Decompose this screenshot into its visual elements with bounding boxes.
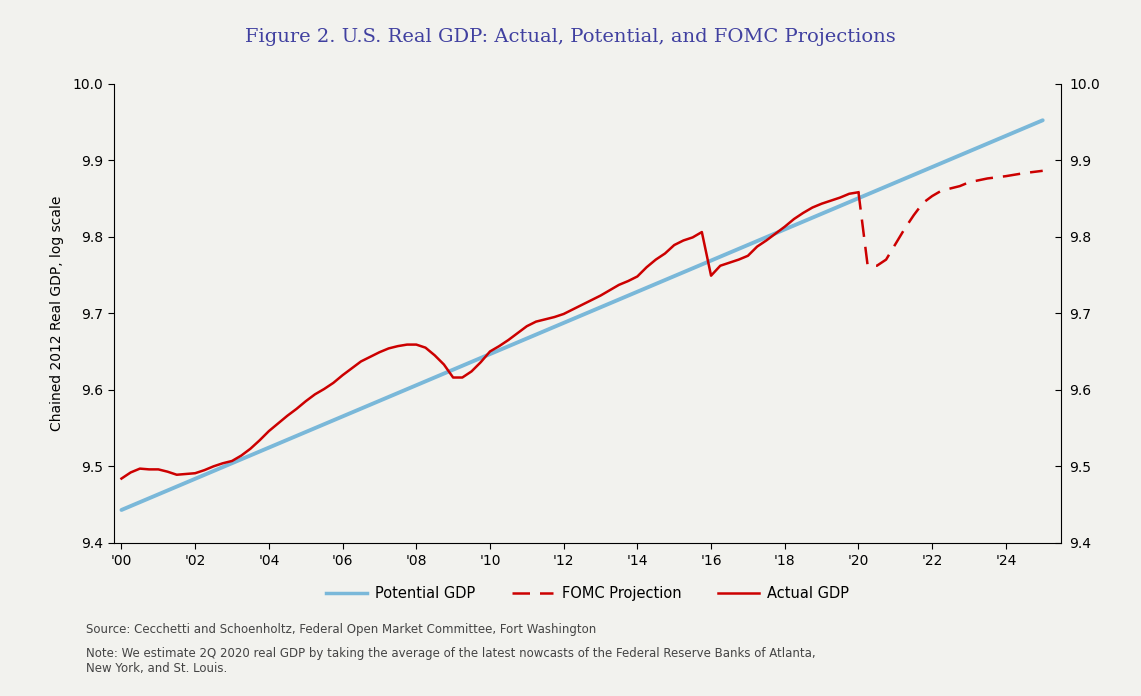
Y-axis label: Chained 2012 Real GDP, log scale: Chained 2012 Real GDP, log scale: [50, 196, 64, 431]
Text: Source: Cecchetti and Schoenholtz, Federal Open Market Committee, Fort Washingto: Source: Cecchetti and Schoenholtz, Feder…: [86, 623, 596, 636]
Legend: Potential GDP, FOMC Projection, Actual GDP: Potential GDP, FOMC Projection, Actual G…: [319, 580, 856, 607]
Text: Figure 2. U.S. Real GDP: Actual, Potential, and FOMC Projections: Figure 2. U.S. Real GDP: Actual, Potenti…: [245, 28, 896, 46]
Text: Note: We estimate 2Q 2020 real GDP by taking the average of the latest nowcasts : Note: We estimate 2Q 2020 real GDP by ta…: [86, 647, 815, 675]
